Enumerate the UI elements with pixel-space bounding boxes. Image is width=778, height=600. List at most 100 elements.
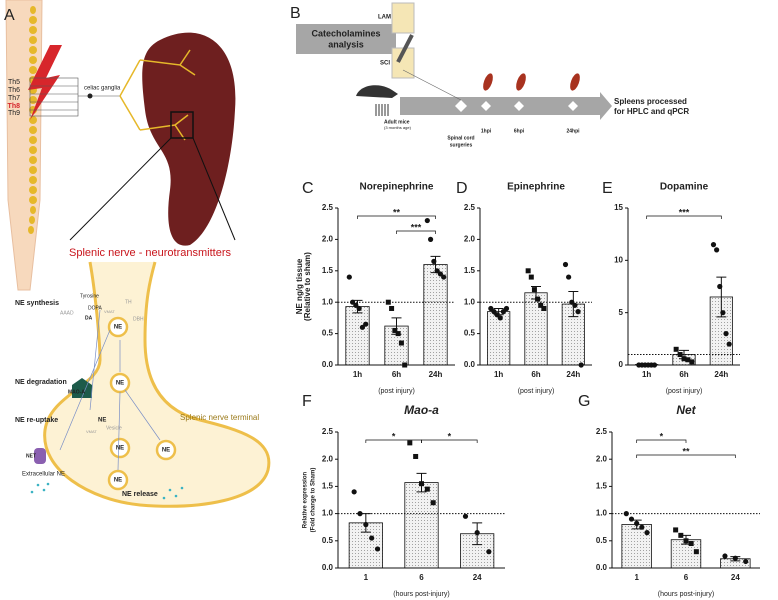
data-point	[562, 261, 569, 268]
y-tick-label: 0.0	[322, 360, 334, 369]
data-point	[683, 538, 689, 544]
x-tick-label: 24	[473, 573, 482, 582]
x-tick-label: 6	[684, 573, 689, 582]
y-tick-label: 2.5	[596, 427, 608, 436]
y-tick-label: 2.0	[322, 235, 334, 244]
significance-bracket	[636, 439, 687, 443]
zoom-lines	[69, 137, 236, 241]
label: NET	[26, 453, 36, 459]
data-point	[732, 555, 738, 561]
label: analysis	[328, 39, 364, 49]
y-tick-label: 1.0	[322, 297, 334, 306]
y-tick-label: 5	[619, 308, 624, 317]
timeline-points	[455, 100, 578, 112]
label: DA	[85, 315, 93, 321]
y-axis-label: NE ng/g tissue	[295, 258, 304, 314]
x-tick-label: 24h	[429, 370, 443, 379]
data-point	[389, 305, 395, 311]
data-point	[441, 274, 447, 280]
data-point	[356, 305, 362, 312]
label: 1hpi	[481, 128, 492, 134]
data-point	[678, 532, 684, 538]
chart-title: Dopamine	[660, 182, 709, 193]
spleen	[142, 32, 236, 246]
spinal-cord	[5, 0, 43, 291]
x-tick-label: 24h	[566, 370, 580, 379]
significance-label: *	[392, 431, 396, 441]
label: SCI	[380, 61, 390, 67]
panel-a-labels: Th5 Th6 Th7 Th8 Th9 celiac ganglia Splen…	[8, 79, 260, 498]
y-tick-label: 2.0	[464, 235, 476, 244]
y-tick-label: 0.5	[322, 536, 334, 545]
label: NE	[98, 418, 106, 424]
net-transporter	[34, 448, 46, 464]
data-point	[673, 527, 679, 533]
panel-letter: D	[456, 180, 468, 197]
chart: Norepinephrine NE ng/g tissue (Relative to…	[295, 182, 455, 395]
data-point	[723, 331, 729, 337]
data-point	[430, 500, 436, 506]
panel-letter: F	[302, 393, 312, 410]
data-point	[634, 520, 640, 526]
x-tick-label: 1h	[494, 370, 503, 379]
data-point	[497, 315, 503, 321]
significance-label: *	[660, 431, 664, 441]
spleens	[483, 73, 580, 91]
data-point	[685, 357, 691, 363]
cage	[375, 104, 389, 116]
panel-letter: A	[4, 7, 15, 24]
significance-bracket	[396, 230, 436, 234]
x-axis-label: (hours post-injury)	[393, 591, 449, 598]
label: celiac ganglia	[84, 86, 121, 92]
label: DOPA	[88, 305, 102, 311]
x-tick-label: 24	[731, 573, 740, 582]
label: Catecholamines	[311, 28, 380, 38]
label: NE release	[122, 491, 158, 498]
data-point	[413, 453, 419, 459]
y-tick-label: 2.5	[464, 203, 476, 212]
y-tick-label: 15	[614, 203, 623, 212]
significance-bracket	[421, 439, 478, 443]
label: NE	[116, 381, 124, 387]
y-tick-label: 1.5	[596, 482, 608, 491]
data-point	[398, 340, 404, 346]
label: Tyrosine	[80, 293, 99, 299]
zoom-box	[170, 111, 194, 139]
label: Th5	[8, 79, 20, 86]
chart: Net (hours post-injury) 1 6 24 0.0 0.5 1.0 1.5 2.…	[596, 403, 760, 598]
label: Splenic nerve - neurotransmitters	[69, 247, 232, 259]
label: Th8	[8, 103, 21, 110]
data-point	[349, 299, 356, 305]
panel-letters: A B C D E F G	[4, 5, 613, 410]
data-point	[639, 524, 645, 530]
data-point	[720, 310, 726, 316]
chart-title: Epinephrine	[507, 182, 565, 193]
data-point	[673, 346, 679, 352]
data-point	[743, 558, 749, 565]
data-point	[503, 305, 510, 312]
label: NE synthesis	[15, 300, 59, 307]
y-axis-label: (Relative to sham)	[303, 252, 312, 321]
x-tick-label: 24h	[714, 370, 728, 379]
x-tick-label: 1h	[353, 370, 362, 379]
nerve	[119, 59, 141, 131]
data-point	[395, 331, 401, 337]
label: NE	[162, 448, 170, 454]
x-tick-label: 6h	[531, 370, 540, 379]
mao-a-enzyme	[72, 378, 92, 398]
data-point	[717, 283, 723, 290]
mouse	[356, 85, 398, 98]
y-tick-label: 0.0	[596, 563, 608, 572]
x-tick-label: 6h	[679, 370, 688, 379]
data-point	[628, 516, 635, 522]
label: Vesicle	[106, 425, 122, 431]
chart-title: Norepinephrine	[360, 182, 434, 193]
lam-icon	[391, 2, 415, 34]
bar	[524, 292, 548, 366]
analysis-box	[296, 24, 396, 54]
label: Spleens processed	[614, 97, 687, 106]
data-point	[434, 268, 440, 274]
significance-label: ***	[411, 222, 422, 232]
panel-a-art	[5, 0, 271, 508]
